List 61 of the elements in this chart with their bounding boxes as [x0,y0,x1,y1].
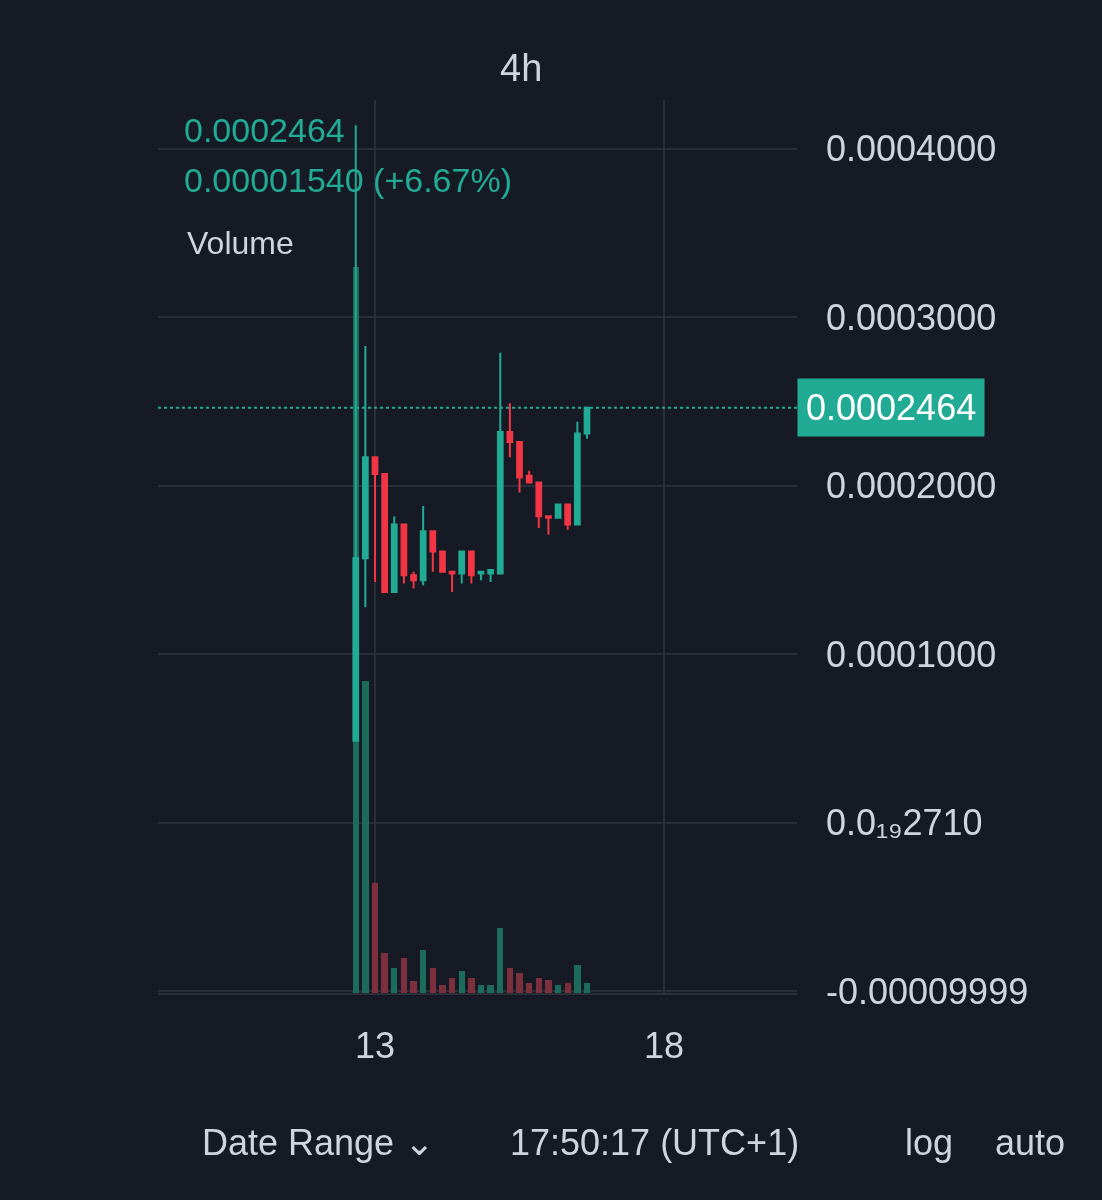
candlestick [487,569,494,583]
bar [487,985,494,993]
y-tick-label: 0.0₁₉2710 [826,802,983,844]
y-tick-label: 0.0001000 [826,633,997,675]
x-tick-label: 13 [354,1025,396,1067]
bar [381,953,388,993]
candlestick [525,469,533,484]
candlestick [477,570,485,582]
bar [468,978,475,993]
candlestick [468,550,475,585]
y-tick-label: 0.0004000 [826,128,997,170]
candlestick [554,503,562,519]
bar [507,968,513,993]
candlestick [535,481,543,529]
bar [565,983,571,993]
bar [439,985,446,993]
y-tick-label: -0.00009999 [826,970,1029,1012]
text: auto [995,1122,1066,1163]
annotation: 0.0002464 [184,111,345,149]
bar [584,983,590,993]
bar [430,968,436,993]
candlestick [448,570,456,593]
candlestick [419,505,427,587]
candlestick [506,402,514,459]
candlestick [410,570,417,590]
y-tick-label: 0.0003000 [826,296,997,338]
bar [391,968,397,993]
bar [478,985,484,993]
candlestick [429,530,437,573]
text: Date Range ⌄ [202,1122,435,1163]
candlestick [390,515,398,593]
bar [401,958,407,993]
ref-line-label: 0.0002464 [806,387,977,428]
bar [574,965,581,993]
bar [497,928,503,993]
bar [410,981,417,993]
bar [545,980,552,993]
bar [449,978,455,993]
bar [459,971,465,993]
candlestick [545,515,552,536]
bar [536,978,542,993]
bar [526,983,532,993]
candlestick [458,550,466,585]
bar [516,973,523,993]
bar [372,883,378,993]
chart-title: 4h [500,47,543,90]
bar [420,950,426,993]
candlestick [381,473,389,593]
candlestick [371,456,379,583]
y-tick-label: 0.0002000 [826,465,997,507]
bar [555,985,561,993]
x-tick-label: 18 [644,1025,685,1067]
candlestick [439,550,446,573]
annotation: Volume [187,225,294,261]
candlestick [564,503,572,531]
candlestick [573,420,581,526]
text: 17:50:17 (UTC+1) [510,1122,800,1163]
text: log [905,1122,954,1163]
candlestick [400,523,408,585]
candlestick [516,441,523,494]
bar [362,681,369,993]
